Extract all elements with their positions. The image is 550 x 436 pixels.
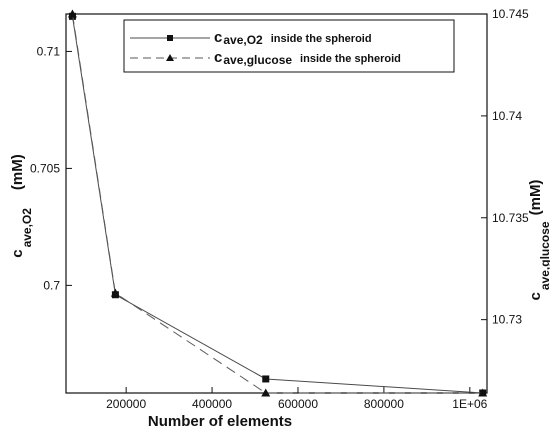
x-tick-label: 1E+06	[452, 397, 487, 411]
legend-label-o2-main: c	[214, 29, 222, 46]
y-left-axis-title-unit: (mM)	[9, 154, 26, 190]
y-right-axis-title-sub: ave,glucose	[538, 221, 550, 290]
legend-label-o2-suffix: inside the spheroid	[271, 33, 372, 45]
x-tick-label: 600000	[278, 397, 318, 411]
y-right-axis-title: c ave,glucose (mM)	[527, 180, 550, 301]
legend-box	[123, 19, 455, 73]
y-left-tick-label: 0.71	[37, 44, 61, 58]
x-tick-label: 200000	[106, 397, 146, 411]
data-point-triangle	[478, 388, 488, 397]
y-right-axis-ticks: 10.73 10.735 10.74 10.745	[481, 7, 529, 327]
series-line-0	[71, 16, 483, 394]
y-left-axis-title: cave,O2 (mM)	[9, 154, 34, 258]
x-tick-label: 400000	[192, 397, 232, 411]
y-left-tick-label: 0.7	[43, 278, 60, 292]
x-axis-ticks: 200000 400000 600000 800000 1E+06	[106, 387, 488, 411]
data-point-square	[262, 375, 270, 383]
series-line-1	[71, 13, 483, 394]
y-left-tick-label: 0.705	[30, 161, 60, 175]
legend-label-glucose-sub: ave,glucose	[223, 53, 292, 67]
y-left-axis-ticks: 0.7 0.705 0.71	[30, 44, 72, 292]
x-tick-label: 800000	[364, 397, 404, 411]
legend-label-glucose: cave,glucose inside the spheroid	[214, 49, 401, 67]
y-left-axis-title-sub: ave,O2	[20, 208, 34, 248]
legend-marker-o2	[167, 35, 173, 41]
y-right-axis-title-main: c	[527, 292, 544, 300]
y-right-tick-label: 10.745	[492, 7, 529, 21]
y-right-tick-label: 10.735	[492, 211, 529, 225]
legend-label-o2: cave,O2 inside the spheroid	[214, 29, 372, 47]
y-right-axis-title-unit: (mM)	[527, 180, 544, 216]
data-point-triangle	[67, 9, 77, 18]
y-right-tick-label: 10.74	[492, 109, 522, 123]
legend-marker-glucose	[166, 54, 174, 61]
legend-label-glucose-suffix: inside the spheroid	[300, 53, 401, 65]
data-point-triangle	[261, 388, 271, 397]
legend-label-glucose-main: c	[214, 49, 222, 66]
data-point-triangle	[110, 288, 120, 297]
series-layer	[67, 9, 488, 397]
y-left-axis-title-main: c	[9, 249, 26, 257]
y-right-tick-label: 10.73	[492, 313, 522, 327]
legend-label-o2-sub: ave,O2	[223, 33, 263, 47]
legend: cave,O2 inside the spheroid cave,glucose i…	[123, 19, 455, 73]
x-axis-title: Number of elements	[148, 413, 292, 430]
